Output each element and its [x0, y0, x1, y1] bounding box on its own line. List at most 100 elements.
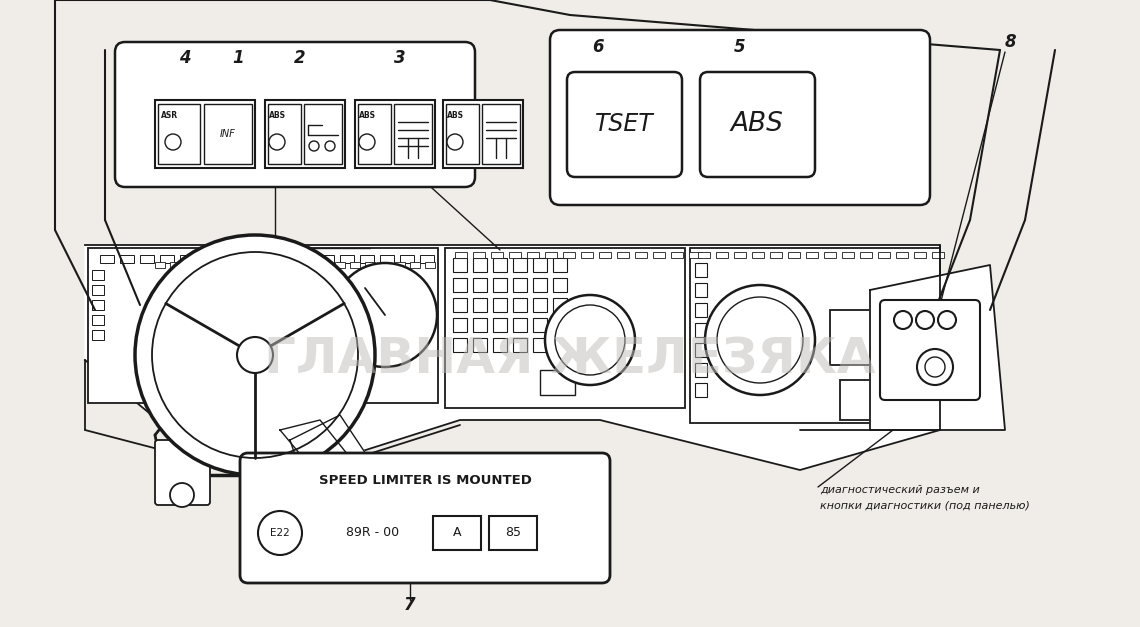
Bar: [695, 303, 707, 317]
Text: ГЛАВНАЯ ЖЕЛЕЗЯКА: ГЛАВНАЯ ЖЕЛЕЗЯКА: [264, 336, 876, 384]
Bar: [204, 104, 252, 164]
Bar: [158, 104, 199, 164]
Bar: [92, 300, 104, 310]
Circle shape: [250, 285, 329, 365]
Bar: [160, 255, 174, 263]
Bar: [306, 262, 315, 268]
Circle shape: [237, 337, 272, 373]
Text: ABS: ABS: [447, 112, 464, 120]
Text: кнопки диагностики (под панелью): кнопки диагностики (под панелью): [820, 501, 1029, 511]
Bar: [335, 262, 345, 268]
Bar: [491, 252, 503, 258]
Bar: [420, 255, 434, 263]
FancyBboxPatch shape: [241, 453, 610, 583]
Text: 4: 4: [179, 49, 190, 67]
Bar: [540, 370, 575, 395]
Bar: [492, 318, 507, 332]
Bar: [220, 255, 234, 263]
Bar: [508, 252, 521, 258]
Bar: [100, 255, 114, 263]
Text: A: A: [453, 527, 462, 539]
Text: (O): (O): [449, 137, 461, 147]
Bar: [275, 262, 285, 268]
Text: E22: E22: [270, 528, 290, 538]
Bar: [155, 100, 255, 168]
Circle shape: [269, 134, 285, 150]
Bar: [553, 318, 567, 332]
Bar: [534, 338, 547, 352]
Bar: [365, 262, 375, 268]
Circle shape: [135, 235, 375, 475]
Bar: [245, 262, 255, 268]
Bar: [241, 255, 254, 263]
Bar: [513, 318, 527, 332]
Bar: [120, 255, 135, 263]
Bar: [698, 252, 710, 258]
Bar: [489, 516, 537, 550]
Bar: [340, 255, 355, 263]
Text: 3: 3: [394, 49, 406, 67]
Bar: [453, 298, 467, 312]
Bar: [878, 252, 890, 258]
Bar: [92, 315, 104, 325]
Bar: [473, 278, 487, 292]
Bar: [268, 104, 301, 164]
Bar: [92, 270, 104, 280]
Bar: [320, 262, 329, 268]
Bar: [260, 262, 270, 268]
Bar: [446, 104, 479, 164]
FancyBboxPatch shape: [567, 72, 682, 177]
FancyBboxPatch shape: [880, 300, 980, 400]
Bar: [358, 104, 391, 164]
Circle shape: [325, 141, 335, 151]
Bar: [553, 298, 567, 312]
Bar: [534, 278, 547, 292]
Bar: [140, 255, 154, 263]
Text: SPEED LIMITER IS MOUNTED: SPEED LIMITER IS MOUNTED: [318, 475, 531, 488]
Bar: [534, 318, 547, 332]
Bar: [788, 252, 800, 258]
Text: 7: 7: [405, 596, 416, 614]
Bar: [380, 262, 390, 268]
Bar: [545, 252, 557, 258]
Bar: [671, 252, 683, 258]
Bar: [553, 338, 567, 352]
Text: ABS: ABS: [358, 112, 375, 120]
Bar: [482, 104, 520, 164]
Text: (O): (O): [361, 137, 373, 147]
Bar: [653, 252, 665, 258]
Bar: [410, 262, 420, 268]
Circle shape: [938, 311, 956, 329]
Bar: [563, 252, 575, 258]
Bar: [290, 262, 300, 268]
Bar: [92, 330, 104, 340]
Bar: [581, 252, 593, 258]
Text: 1: 1: [233, 49, 244, 67]
Bar: [553, 258, 567, 272]
Bar: [200, 262, 210, 268]
Bar: [553, 278, 567, 292]
Bar: [534, 298, 547, 312]
Circle shape: [333, 263, 437, 367]
Bar: [840, 380, 899, 420]
Bar: [230, 262, 241, 268]
Bar: [380, 255, 394, 263]
Bar: [473, 338, 487, 352]
Bar: [492, 338, 507, 352]
Polygon shape: [870, 265, 1005, 430]
Bar: [473, 318, 487, 332]
Bar: [695, 383, 707, 397]
Bar: [350, 262, 360, 268]
Bar: [215, 262, 225, 268]
Bar: [453, 318, 467, 332]
Bar: [770, 252, 782, 258]
Bar: [453, 278, 467, 292]
Bar: [824, 252, 836, 258]
Bar: [185, 262, 195, 268]
Bar: [453, 338, 467, 352]
Circle shape: [359, 134, 375, 150]
Text: диагностический разъем и: диагностический разъем и: [820, 485, 979, 495]
Bar: [534, 258, 547, 272]
FancyBboxPatch shape: [155, 440, 210, 505]
FancyBboxPatch shape: [549, 30, 930, 205]
